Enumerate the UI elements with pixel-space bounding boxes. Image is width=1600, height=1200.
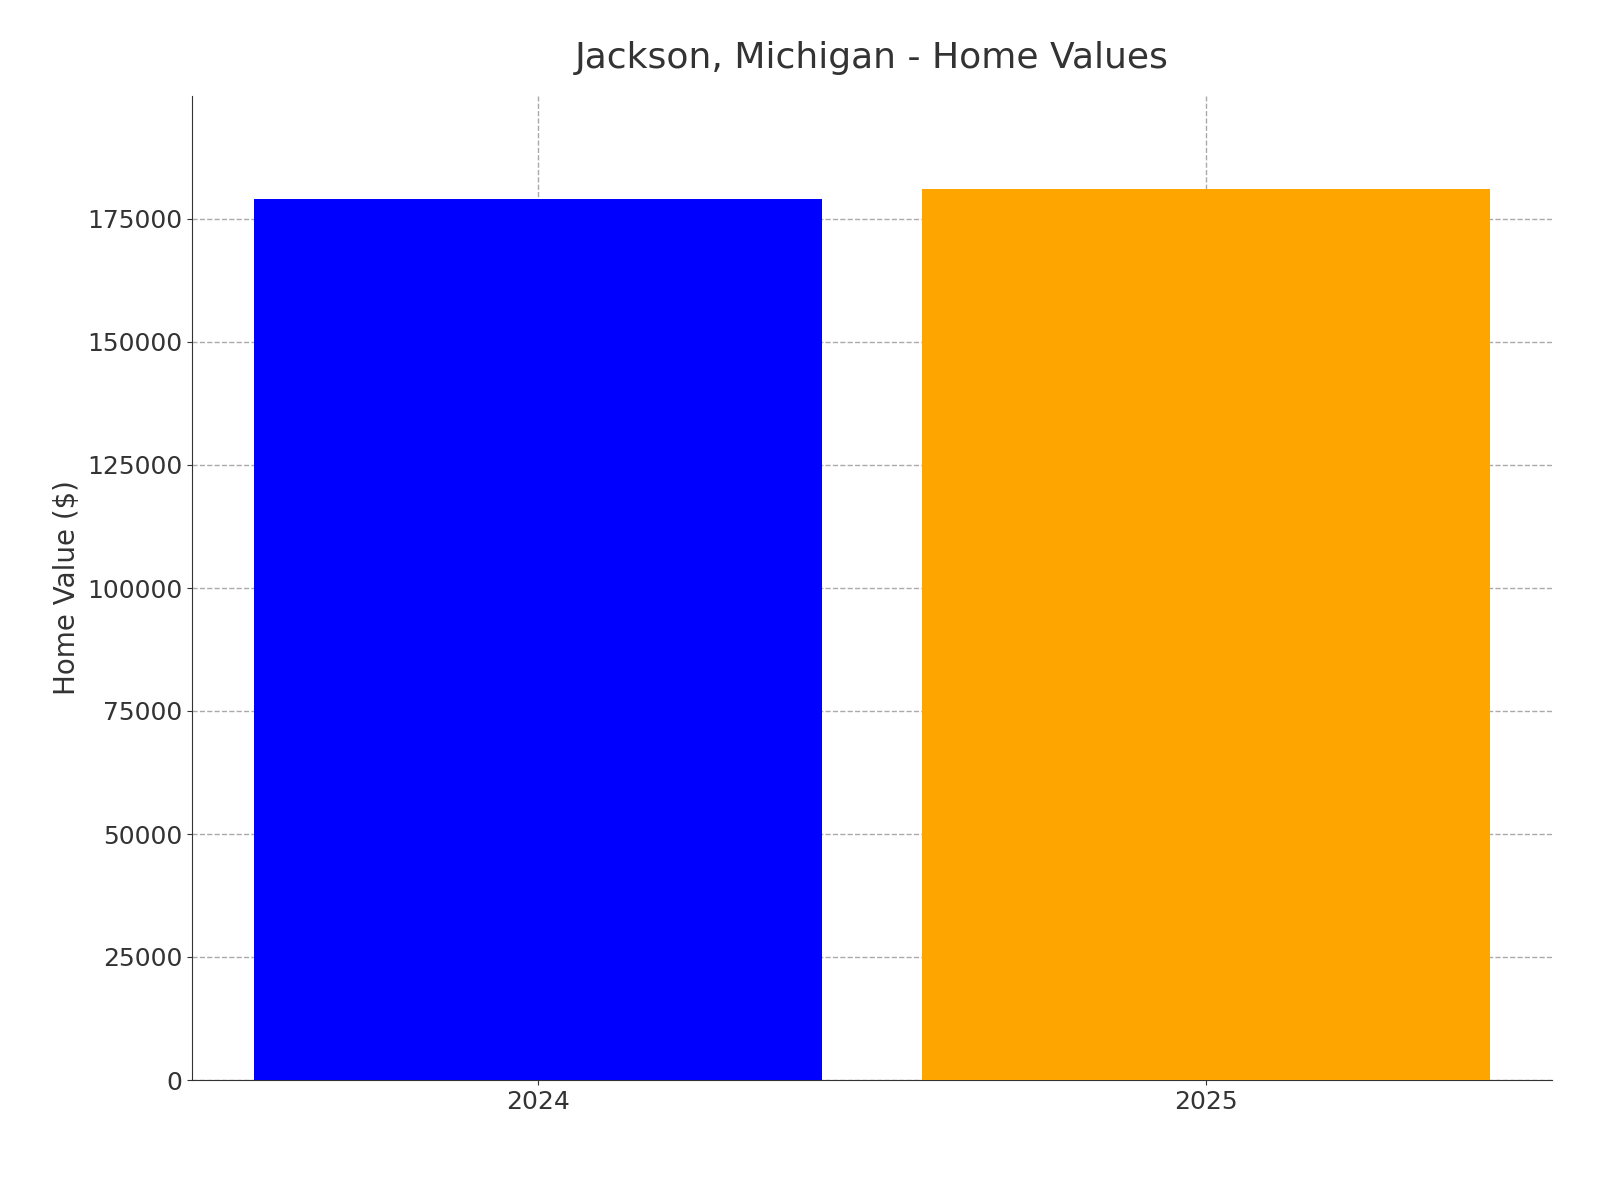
Title: Jackson, Michigan - Home Values: Jackson, Michigan - Home Values bbox=[574, 41, 1170, 76]
Bar bbox=[922, 190, 1490, 1080]
Bar bbox=[254, 199, 822, 1080]
Y-axis label: Home Value ($): Home Value ($) bbox=[53, 480, 82, 696]
